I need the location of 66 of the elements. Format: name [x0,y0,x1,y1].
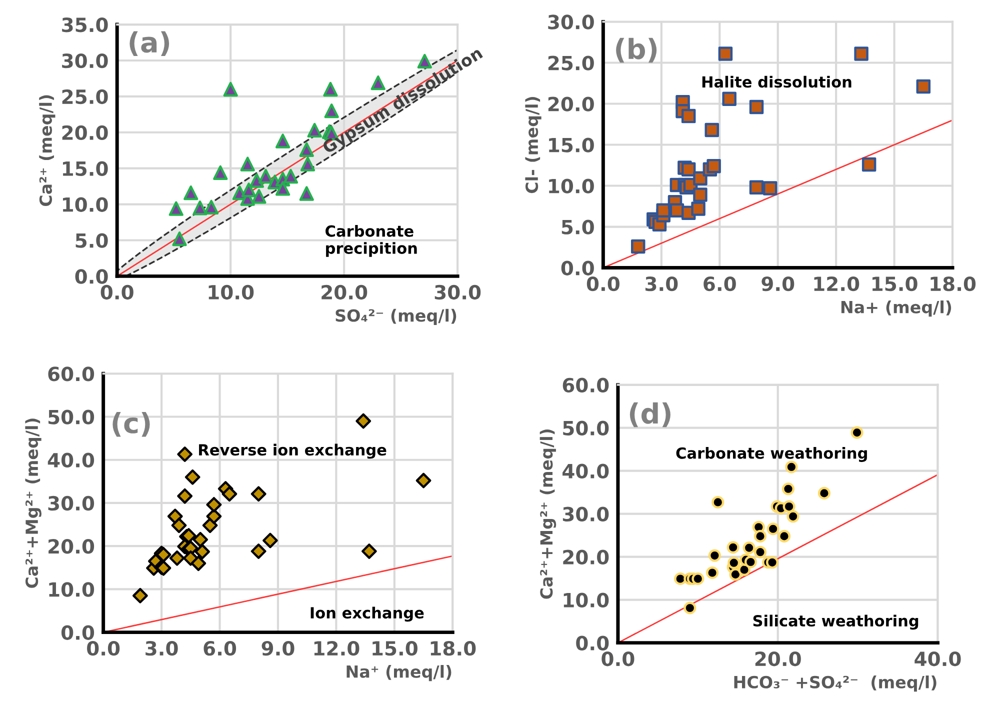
y-axis-title: Cl- (meq/l) [525,97,542,194]
y-tick-label: 25.0 [548,56,594,70]
x-tick-label: 6.0 [204,640,236,656]
x-tick-label: 0.0 [602,651,634,666]
x-tick-label: 10.0 [208,284,254,300]
x-tick-label: 18.0 [430,640,476,656]
y-tick-label: 60.0 [48,366,94,382]
annotation: (b) [616,38,657,63]
annotation: Carbonate precipition [326,225,417,257]
x-tick-label: 3.0 [645,276,678,292]
y-tick-label: 50.0 [563,420,609,436]
annotation: Reverse ion exchange [199,444,386,459]
x-tick-label: 0.0 [586,276,620,292]
y-tick-label: 30.0 [562,506,609,522]
x-tick-label: 9.0 [762,276,794,292]
x-tick-label: 12.0 [314,640,360,656]
x-axis-title: SO₄²⁻ (meq/l) [336,308,456,326]
y-tick-label: 20.0 [548,96,594,112]
x-tick-label: 3.0 [146,640,178,656]
y-tick-label: 10.0 [62,197,108,212]
y-tick-label: 10.0 [49,582,94,597]
y-tick-label: 0.0 [61,625,94,640]
y-tick-label: 40.0 [562,464,609,478]
y-axis-title: Ca²⁺+Mg²⁺ (meq/l) [540,429,556,599]
y-tick-label: 20.0 [62,125,108,140]
y-tick-label: 30.0 [62,53,108,68]
y-tick-label: 30.0 [548,14,594,30]
annotation: Ion exchange [310,606,424,622]
y-tick-label: 10.0 [564,592,609,608]
annotation: (d) [630,402,670,428]
x-tick-label: 0.0 [100,284,134,300]
annotation: Halite dissolution [702,76,852,88]
x-tick-label: 20.0 [755,651,801,666]
y-tick-label: 5.0 [562,220,594,234]
y-tick-label: 15.0 [549,138,594,152]
annotation: (c) [112,412,150,437]
x-tick-label: 6.0 [704,276,736,292]
x-tick-label: 20.0 [322,284,368,300]
x-tick-label: 0.0 [87,640,120,656]
annotation: Silicate weathoring [753,614,918,630]
x-tick-label: 12.0 [814,276,860,292]
y-tick-label: 5.0 [76,233,108,248]
y-tick-label: 25.0 [62,89,108,104]
x-tick-label: 9.0 [262,640,294,656]
y-tick-label: 50.0 [48,410,94,424]
x-tick-label: 40.0 [914,651,961,666]
annotation: Carbonate weathoring [676,447,867,462]
x-tick-label: 15.0 [872,276,918,292]
y-axis-title: Ca²⁺+Mg²⁺ (meq/l) [25,418,42,588]
x-axis-title: Na+ (meq/l) [841,300,952,317]
annotation: (a) [130,31,170,56]
x-tick-label: 30.0 [434,284,481,300]
y-tick-label: 20.0 [563,550,609,564]
y-tick-label: 15.0 [62,161,108,176]
x-axis-title: HCO₃⁻ +SO₄²⁻ (meq/l) [734,676,936,692]
y-tick-label: 60.0 [562,378,609,393]
y-tick-label: 10.0 [549,178,594,194]
x-tick-label: 15.0 [372,640,418,656]
y-tick-label: 40.0 [48,452,94,468]
x-axis-title: Na⁺ (meq/l) [346,665,452,682]
x-tick-label: 18.0 [930,276,976,292]
y-tick-label: 35.0 [62,17,108,32]
y-tick-label: 20.0 [48,539,94,554]
y-tick-label: 0.0 [561,260,594,276]
y-axis-title: Ca²⁺ (meq/l) [39,95,56,206]
y-tick-label: 30.0 [48,496,94,511]
